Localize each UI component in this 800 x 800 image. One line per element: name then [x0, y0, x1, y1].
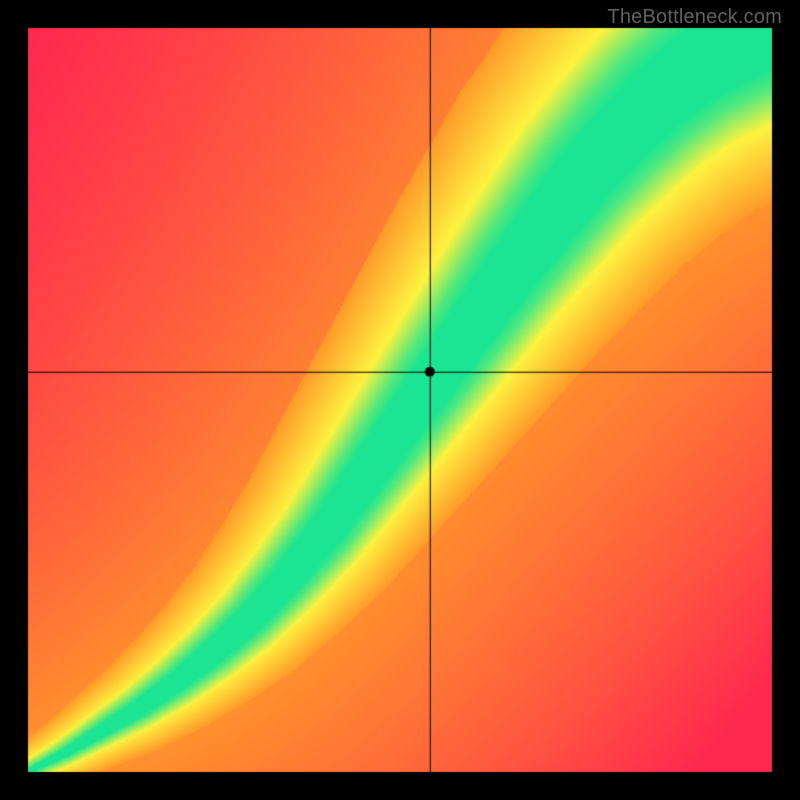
heatmap-canvas [0, 0, 800, 800]
chart-container: TheBottleneck.com [0, 0, 800, 800]
watermark-text: TheBottleneck.com [607, 6, 782, 29]
